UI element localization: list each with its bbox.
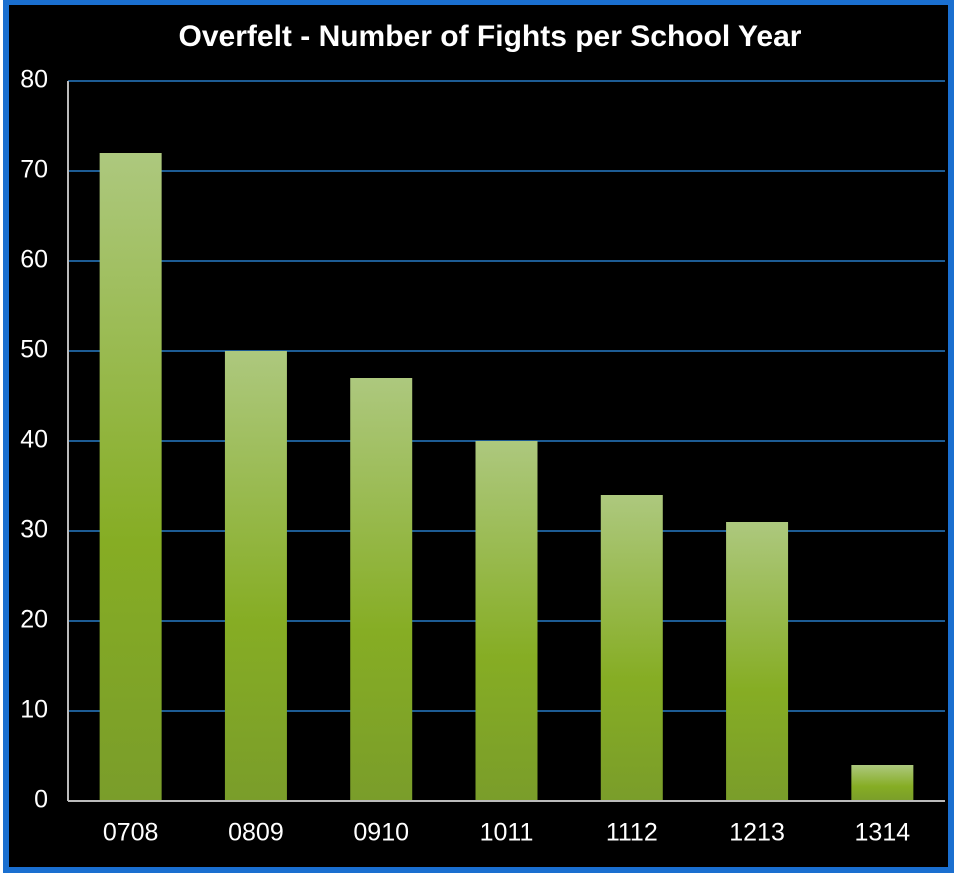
y-tick-label: 40 [20, 426, 48, 454]
y-tick-label: 10 [20, 696, 48, 724]
bar [99, 153, 162, 801]
bar [350, 378, 413, 801]
x-tick-label: 1213 [729, 819, 785, 847]
y-tick-label: 0 [34, 786, 48, 814]
x-tick-label: 0708 [103, 819, 159, 847]
y-tick-label: 50 [20, 336, 48, 364]
y-tick-label: 80 [20, 66, 48, 94]
x-tick-label: 0910 [353, 819, 409, 847]
bar [224, 351, 287, 801]
y-tick-label: 70 [20, 156, 48, 184]
y-tick-label: 20 [20, 606, 48, 634]
x-tick-label: 1314 [855, 819, 911, 847]
bar [475, 441, 538, 801]
y-tick-label: 30 [20, 516, 48, 544]
x-tick-label: 1112 [606, 819, 658, 847]
bar [600, 495, 663, 801]
y-tick-label: 60 [20, 246, 48, 274]
bar [726, 522, 789, 801]
chart-title: Overfelt - Number of Fights per School Y… [179, 20, 802, 53]
x-tick-label: 1011 [480, 819, 534, 847]
bar [851, 765, 914, 801]
x-tick-label: 0809 [228, 819, 284, 847]
